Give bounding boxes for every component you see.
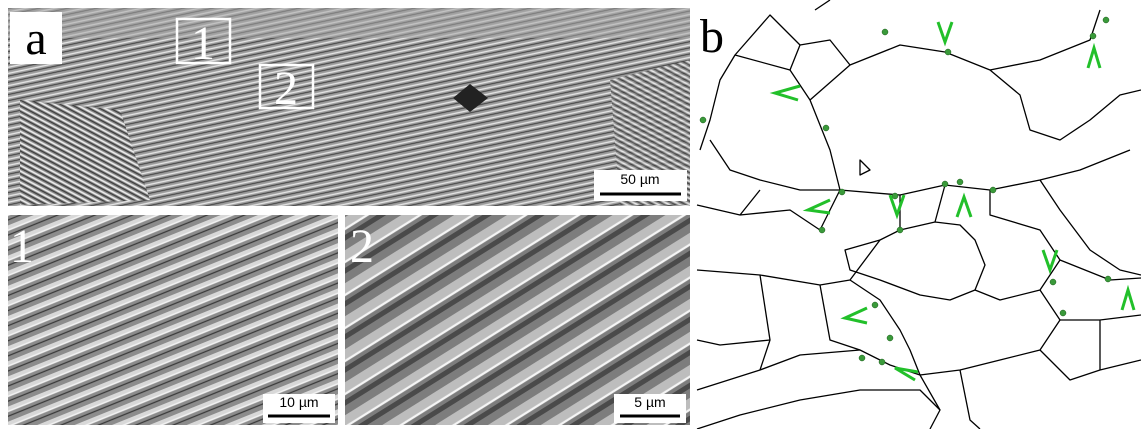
scale-bar-label: 10 µm bbox=[279, 394, 318, 410]
panel-b: b bbox=[697, 0, 1141, 429]
roi-label: 2 bbox=[274, 62, 298, 115]
marker bbox=[879, 359, 885, 365]
micrograph-fine-region bbox=[8, 8, 690, 38]
marker bbox=[945, 49, 951, 55]
roi-label: 1 bbox=[191, 17, 215, 70]
page: a 1 2 50 µm 1 10 µm 2 5 µm bbox=[0, 0, 1141, 429]
marker bbox=[882, 29, 888, 35]
panel-label: b bbox=[700, 10, 724, 63]
marker bbox=[957, 179, 963, 185]
marker bbox=[892, 193, 898, 199]
marker bbox=[839, 189, 845, 195]
panel-label: 1 bbox=[10, 220, 34, 273]
panel-label: 2 bbox=[350, 220, 374, 273]
panel-a: a 1 2 50 µm bbox=[8, 8, 690, 206]
marker bbox=[872, 302, 878, 308]
panel-2: 2 5 µm bbox=[345, 215, 690, 425]
marker bbox=[700, 117, 706, 123]
marker bbox=[942, 181, 948, 187]
marker bbox=[1103, 17, 1109, 23]
marker bbox=[897, 227, 903, 233]
gb-map bbox=[697, 0, 1141, 429]
marker bbox=[823, 125, 829, 131]
panel-1: 1 10 µm bbox=[8, 215, 338, 425]
scale-bar-label: 50 µm bbox=[620, 171, 659, 187]
marker bbox=[859, 355, 865, 361]
marker bbox=[1050, 279, 1056, 285]
marker bbox=[887, 335, 893, 341]
figure: a 1 2 50 µm 1 10 µm 2 5 µm bbox=[0, 0, 1141, 429]
scale-bar-label: 5 µm bbox=[634, 394, 665, 410]
marker bbox=[819, 227, 825, 233]
panel-label: a bbox=[25, 12, 46, 65]
marker bbox=[1060, 310, 1066, 316]
marker bbox=[1105, 276, 1111, 282]
marker bbox=[990, 187, 996, 193]
marker bbox=[1090, 33, 1096, 39]
